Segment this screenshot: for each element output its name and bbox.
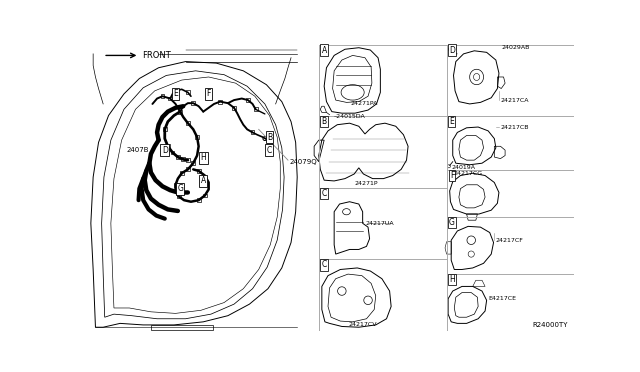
Text: R24000TY: R24000TY [532,322,568,328]
Text: 2407B: 2407B [126,147,148,153]
Text: A: A [321,45,327,55]
Bar [168,97,172,100]
Text: G: G [449,218,455,227]
Text: FRONT: FRONT [141,51,170,60]
Text: 24217UA: 24217UA [365,221,394,226]
Bar [191,101,195,105]
Text: C: C [321,189,327,198]
Bar [181,157,185,161]
Bar [161,94,164,98]
Text: 24271PA: 24271PA [351,102,378,106]
Text: A: A [200,176,206,185]
Bar [186,158,190,162]
Text: 24271P: 24271P [355,181,378,186]
Text: 24019A: 24019A [451,165,476,170]
Text: 24217CG: 24217CG [454,171,483,176]
Bar [163,128,166,131]
Bar [186,121,190,125]
Text: 24217CA: 24217CA [500,97,529,103]
Bar [176,155,180,159]
Text: D: D [162,145,168,155]
Bar [180,171,184,175]
Bar [251,131,255,134]
Bar [196,169,200,173]
Text: C: C [321,260,327,269]
Text: B: B [267,132,272,141]
Text: F: F [450,171,454,180]
Text: 24217CV: 24217CV [348,322,377,327]
Bar [170,151,174,154]
Text: E4217CE: E4217CE [488,296,516,301]
Text: E: E [449,117,454,126]
Bar [253,108,257,111]
Text: 24079Q: 24079Q [289,159,317,165]
Text: 24029AB: 24029AB [501,45,530,50]
Text: G: G [177,184,183,193]
Bar [218,100,222,103]
Bar [203,194,207,198]
Text: 24217CF: 24217CF [495,238,523,243]
Text: C: C [267,145,272,155]
Text: H: H [449,275,455,284]
Bar [173,183,177,187]
Text: D: D [449,45,455,55]
Text: 24217CB: 24217CB [500,125,529,129]
Text: F: F [207,89,211,99]
Bar [166,144,170,148]
Bar [195,135,199,139]
Bar [186,90,190,94]
Bar [177,195,180,198]
Text: B: B [321,117,326,126]
Text: E: E [173,89,178,99]
Text: H: H [200,153,206,162]
Bar [186,167,190,171]
Bar [196,198,200,202]
Bar [191,161,195,165]
Text: –24015DA: –24015DA [334,114,366,119]
Bar [178,110,182,113]
Bar [246,98,250,102]
Bar [232,106,236,110]
